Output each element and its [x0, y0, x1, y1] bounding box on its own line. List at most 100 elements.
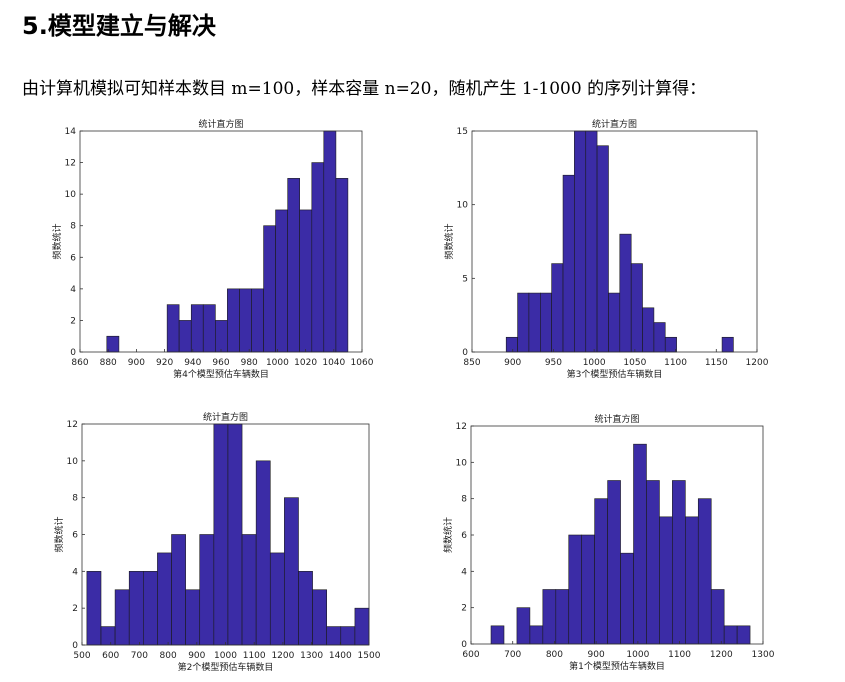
y-tick-label: 0 — [461, 640, 467, 650]
histogram-bar — [199, 534, 215, 646]
x-tick-label: 920 — [156, 358, 173, 368]
x-tick-label: 1020 — [294, 358, 317, 368]
histogram-bar — [528, 292, 541, 353]
x-tick-label: 1150 — [705, 358, 728, 368]
histogram-bar — [114, 589, 130, 646]
x-tick-label: 1200 — [710, 650, 733, 660]
x-tick-label: 800 — [160, 651, 177, 661]
y-tick-label: 15 — [457, 127, 468, 137]
x-tick-label: 1500 — [358, 651, 381, 661]
chart-title: 统计直方图 — [592, 118, 637, 130]
histogram-bar — [596, 145, 609, 353]
histogram-bar — [608, 292, 621, 353]
histogram-bar — [312, 589, 327, 646]
y-axis-label: 频数统计 — [53, 516, 65, 552]
x-tick-label: 500 — [73, 651, 90, 661]
y-axis-label: 频数统计 — [443, 223, 455, 259]
y-tick-label: 12 — [456, 422, 467, 432]
histogram-bar — [672, 480, 686, 645]
x-axis-label: 第2个模型预估车辆数目 — [178, 661, 274, 673]
histogram-bar — [326, 626, 342, 646]
y-axis-label: 频数统计 — [51, 223, 63, 259]
histogram-bar — [568, 534, 583, 645]
histogram-bar — [323, 130, 337, 353]
histogram-bar — [143, 571, 158, 646]
x-tick-label: 1300 — [752, 650, 775, 660]
x-tick-label: 1040 — [322, 358, 345, 368]
histogram-bar — [178, 320, 192, 353]
histogram-bar — [697, 498, 712, 645]
histogram-bar — [128, 571, 144, 646]
histogram-bar — [516, 607, 531, 645]
x-tick-label: 700 — [504, 650, 521, 660]
histogram-bar — [505, 336, 518, 353]
y-tick-label: 12 — [67, 420, 78, 430]
histogram-bar — [630, 263, 643, 353]
histogram-bar — [736, 625, 751, 645]
histogram-bar — [340, 626, 356, 646]
x-tick-label: 1050 — [623, 358, 646, 368]
y-tick-label: 4 — [72, 567, 78, 577]
x-tick-label: 600 — [102, 651, 119, 661]
y-tick-label: 5 — [462, 274, 468, 284]
histogram-bar — [642, 307, 655, 353]
x-tick-label: 1100 — [668, 650, 691, 660]
histogram-bar — [287, 178, 300, 353]
histogram-bar — [239, 288, 252, 353]
chart-title: 统计直方图 — [198, 118, 243, 130]
histogram-bar — [185, 589, 201, 646]
histogram-bar — [354, 607, 370, 646]
x-axis-label: 第1个模型预估车辆数目 — [569, 660, 665, 672]
x-tick-label: 940 — [184, 358, 201, 368]
x-tick-label: 1200 — [271, 651, 294, 661]
x-axis-label: 第3个模型预估车辆数目 — [567, 368, 663, 380]
histogram-bar — [190, 304, 204, 353]
y-tick-label: 8 — [461, 495, 467, 505]
x-tick-label: 1000 — [266, 358, 289, 368]
histogram-bar — [106, 335, 120, 353]
histogram-bar — [607, 480, 621, 645]
histogram-bar — [581, 534, 595, 645]
histogram-bar — [100, 626, 116, 646]
y-tick-label: 10 — [457, 201, 469, 211]
histogram-bar — [542, 589, 557, 645]
histogram-bar — [664, 336, 677, 353]
histogram-bar — [633, 443, 647, 645]
x-tick-label: 1060 — [351, 358, 374, 368]
chart-title: 统计直方图 — [203, 411, 248, 423]
histogram-bar — [284, 497, 299, 646]
histogram-bar — [574, 130, 587, 353]
histogram-bar — [335, 178, 349, 353]
histogram-bar — [540, 292, 552, 353]
histogram-bar — [263, 225, 276, 353]
x-tick-label: 1400 — [329, 651, 352, 661]
x-tick-label: 960 — [212, 358, 229, 368]
y-tick-label: 8 — [72, 494, 78, 504]
x-tick-label: 1300 — [300, 651, 323, 661]
paragraph: 由计算机模拟可知样本数目 m=100，样本容量 n=20，随机产生 1-1000… — [22, 79, 706, 99]
histogram-bar — [585, 130, 598, 353]
histogram-bar — [594, 498, 608, 645]
histogram-bar — [653, 322, 666, 353]
histogram-bar — [299, 209, 313, 353]
histogram-bar — [555, 589, 570, 645]
y-tick-label: 2 — [70, 316, 76, 326]
chart-title: 统计直方图 — [594, 413, 639, 425]
heading: 5.模型建立与解决 — [22, 12, 217, 40]
histogram-bar — [562, 174, 575, 353]
x-axis-label: 第4个模型预估车辆数目 — [173, 368, 269, 380]
y-tick-label: 4 — [70, 285, 76, 295]
histogram-bar — [251, 288, 264, 353]
histogram-bar — [659, 516, 673, 645]
y-tick-label: 2 — [72, 604, 78, 614]
histogram-bar — [86, 571, 102, 646]
histogram-bar — [529, 625, 544, 645]
y-tick-label: 8 — [70, 222, 76, 232]
histogram-bar — [723, 625, 738, 645]
x-tick-label: 900 — [588, 650, 605, 660]
histogram-bar — [202, 304, 216, 353]
y-tick-label: 10 — [67, 457, 79, 467]
histogram-bar — [269, 552, 285, 646]
x-tick-label: 850 — [463, 358, 480, 368]
